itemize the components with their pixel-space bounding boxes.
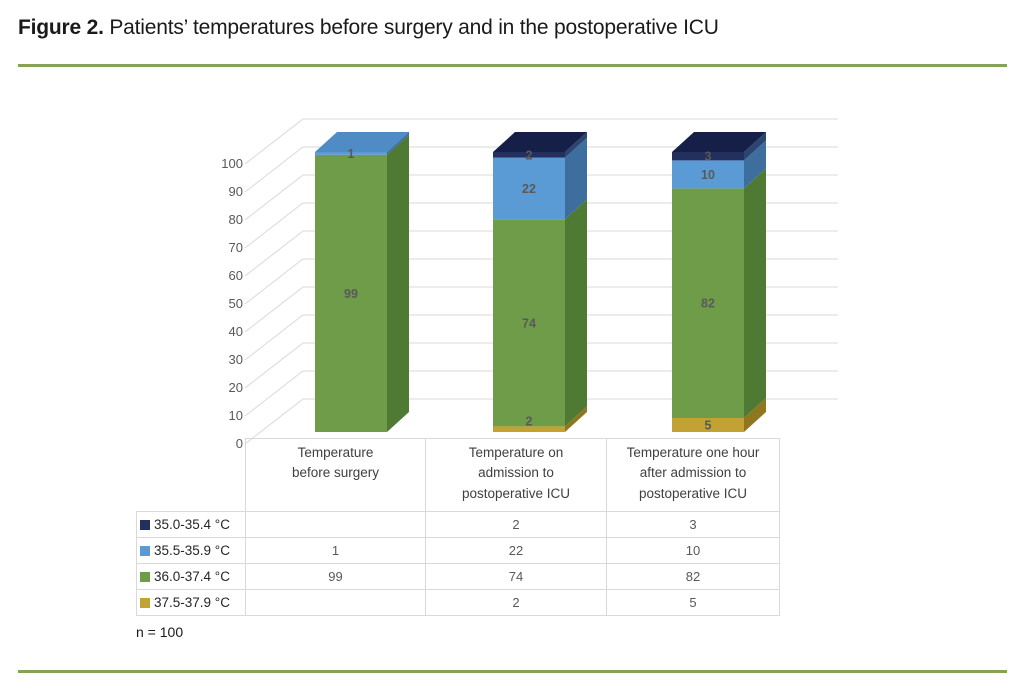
- bar-value-label: 3: [705, 150, 712, 164]
- series-swatch-icon: [140, 572, 150, 582]
- gridlines: [244, 118, 838, 445]
- legend-cell: 35.0-35.4 °C: [136, 511, 246, 538]
- bar-value-label: 2: [526, 148, 533, 162]
- table-row: 35.0-35.4 °C 2 3: [136, 511, 780, 538]
- y-axis-tick-label: 30: [229, 352, 243, 367]
- bar-segment-top: [672, 132, 766, 152]
- bar-group-1: [493, 132, 587, 432]
- bar-segment-front: [493, 426, 565, 432]
- table-value-cell: 10: [606, 537, 780, 564]
- y-axis-tick-label: 40: [229, 324, 243, 339]
- category-header-cell: Temperature on admission to postoperativ…: [425, 438, 607, 512]
- bar-segment-side: [387, 134, 409, 433]
- category-header-row: Temperature before surgery Temperature o…: [136, 438, 780, 512]
- bar-segment-front: [672, 152, 744, 161]
- bar-value-label: 22: [522, 182, 536, 196]
- bar-segment-top: [315, 132, 409, 152]
- series-swatch-icon: [140, 598, 150, 608]
- y-axis-tick-label: 50: [229, 296, 243, 311]
- bar-segment-side: [744, 168, 766, 418]
- table-row: 37.5-37.9 °C 2 5: [136, 589, 780, 616]
- chart-data-table: Temperature before surgery Temperature o…: [136, 438, 780, 616]
- legend-header-cell: [136, 438, 246, 512]
- legend-cell: 36.0-37.4 °C: [136, 563, 246, 590]
- table-value-cell: 22: [425, 537, 607, 564]
- bar-value-label: 10: [701, 168, 715, 182]
- bar-group-0: [315, 132, 409, 433]
- footer-rule: [18, 670, 1007, 673]
- bar-segment-top: [493, 132, 587, 152]
- bar-segment-front: [493, 219, 565, 427]
- legend-label: 36.0-37.4 °C: [154, 569, 230, 584]
- table-value-cell: 3: [606, 511, 780, 538]
- bar-value-label: 99: [344, 287, 358, 301]
- bar-segment-side: [565, 132, 587, 158]
- figure-title: Figure 2. Patients’ temperatures before …: [18, 16, 719, 40]
- category-header-cell: Temperature one hour after admission to …: [606, 438, 780, 512]
- bar-value-label: 82: [701, 297, 715, 311]
- figure-title-text: Patients’ temperatures before surgery an…: [103, 16, 719, 39]
- table-value-cell: 2: [425, 511, 607, 538]
- bar-segment-front: [493, 152, 565, 158]
- title-rule: [18, 64, 1007, 67]
- bar-group-2: [672, 132, 766, 432]
- bar-segment-front: [672, 188, 744, 418]
- figure-label: Figure 2.: [18, 16, 104, 39]
- y-axis-tick-label: 80: [229, 212, 243, 227]
- bar-value-label: 74: [522, 316, 536, 330]
- series-swatch-icon: [140, 546, 150, 556]
- legend-label: 37.5-37.9 °C: [154, 595, 230, 610]
- table-row: 35.5-35.9 °C 1 22 10: [136, 537, 780, 564]
- y-axis-tick-label: 20: [229, 380, 243, 395]
- bar-segment-front: [315, 154, 387, 433]
- bar-segment-front: [315, 152, 387, 155]
- table-value-cell: 2: [425, 589, 607, 616]
- table-value-cell: 74: [425, 563, 607, 590]
- bar-segment-side: [387, 132, 409, 155]
- category-header-cell: Temperature before surgery: [245, 438, 426, 512]
- table-value-cell: 5: [606, 589, 780, 616]
- y-axis-tick-label: 90: [229, 184, 243, 199]
- table-value-cell: 1: [245, 537, 426, 564]
- bar-value-label: 5: [705, 419, 712, 433]
- table-row: 36.0-37.4 °C 99 74 82: [136, 563, 780, 590]
- bar-segment-side: [744, 140, 766, 189]
- table-value-cell: 99: [245, 563, 426, 590]
- bar-segment-side: [744, 398, 766, 432]
- table-value-cell: 82: [606, 563, 780, 590]
- y-axis-tick-label: 10: [229, 408, 243, 423]
- bar-segment-side: [565, 406, 587, 432]
- legend-label: 35.0-35.4 °C: [154, 517, 230, 532]
- legend-cell: 35.5-35.9 °C: [136, 537, 246, 564]
- bar-segment-side: [565, 137, 587, 220]
- y-axis-tick-label: 60: [229, 268, 243, 283]
- bar-value-label: 2: [526, 415, 533, 429]
- y-axis-tick-label: 70: [229, 240, 243, 255]
- series-swatch-icon: [140, 520, 150, 530]
- table-value-cell: [245, 589, 426, 616]
- bar-segment-front: [672, 418, 744, 432]
- legend-cell: 37.5-37.9 °C: [136, 589, 246, 616]
- bar-segment-front: [493, 157, 565, 220]
- bar-segment-side: [744, 132, 766, 161]
- legend-label: 35.5-35.9 °C: [154, 543, 230, 558]
- y-axis-tick-label: 100: [221, 156, 243, 171]
- table-value-cell: [245, 511, 426, 538]
- bar-segment-front: [672, 160, 744, 189]
- bar-segment-side: [565, 199, 587, 427]
- sample-size-note: n = 100: [136, 624, 184, 640]
- bar-value-label: 1: [348, 147, 355, 161]
